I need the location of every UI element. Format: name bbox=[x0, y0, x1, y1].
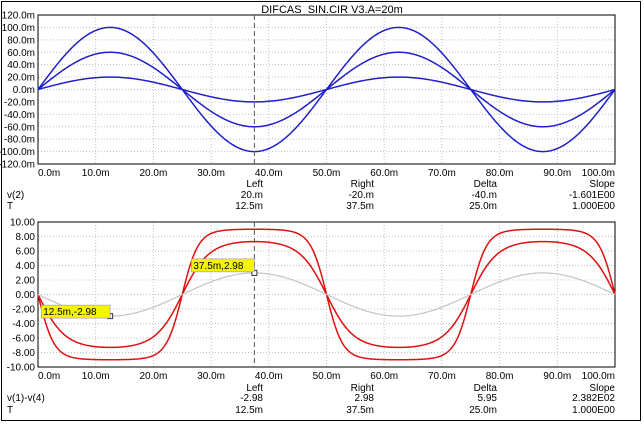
readout-time-value: 37.5m bbox=[346, 201, 374, 212]
readout-time-value: 25.0m bbox=[469, 405, 497, 416]
x-tick-label: 20.0m bbox=[140, 168, 168, 179]
y-tick-label: 80.0m bbox=[7, 35, 35, 46]
plot-title: DIFCAS_SIN.CIR V3.A=20m bbox=[261, 4, 403, 16]
y-tick-label: 8.00 bbox=[16, 232, 36, 243]
y-tick-label: 0.00 bbox=[16, 290, 36, 301]
y-tick-label: 40.0m bbox=[7, 60, 35, 71]
x-tick-label: 60.0m bbox=[370, 371, 398, 382]
readout-value: -40.m bbox=[471, 190, 497, 201]
y-tick-label: -4.00 bbox=[12, 319, 35, 330]
y-tick-label: -40.0m bbox=[4, 110, 35, 121]
x-tick-label: 0.0m bbox=[38, 371, 60, 382]
y-tick-label: 0.0m bbox=[13, 85, 35, 96]
readout-header: Delta bbox=[474, 383, 498, 394]
readout-time-value: 25.0m bbox=[469, 201, 497, 212]
readout-header: Right bbox=[351, 383, 375, 394]
y-tick-label: 100.0m bbox=[2, 23, 35, 34]
y-tick-label: -120.0m bbox=[0, 160, 35, 171]
y-tick-label: -60.0m bbox=[4, 122, 35, 133]
x-tick-label: 80.0m bbox=[486, 371, 514, 382]
x-tick-label: 50.0m bbox=[313, 371, 341, 382]
readout-time-value: 12.5m bbox=[235, 405, 263, 416]
cursor-value-label: 12.5m,-2.98 bbox=[43, 307, 97, 318]
readout-header: Left bbox=[246, 383, 263, 394]
readout-header: Left bbox=[246, 179, 263, 190]
y-tick-label: -10.00 bbox=[7, 363, 36, 374]
x-tick-label: 40.0m bbox=[255, 371, 283, 382]
x-tick-label: 0.0m bbox=[38, 168, 60, 179]
x-tick-label: 60.0m bbox=[370, 168, 398, 179]
x-tick-label: 20.0m bbox=[140, 371, 168, 382]
y-tick-label: -8.00 bbox=[12, 348, 35, 359]
readout-value: -2.98 bbox=[240, 393, 263, 404]
readout-time-value: 37.5m bbox=[346, 405, 374, 416]
readout-value: -20.m bbox=[348, 190, 374, 201]
x-tick-label: 100.0m bbox=[582, 371, 615, 382]
readout-time-value: 12.5m bbox=[235, 201, 263, 212]
x-tick-label: 70.0m bbox=[428, 168, 456, 179]
y-tick-label: 6.00 bbox=[16, 247, 36, 258]
readout-value: 2.98 bbox=[355, 393, 375, 404]
readout-header: Right bbox=[351, 179, 375, 190]
x-tick-label: 50.0m bbox=[313, 168, 341, 179]
readout-header: Slope bbox=[589, 179, 615, 190]
x-tick-label: 100.0m bbox=[582, 168, 615, 179]
x-tick-label: 10.0m bbox=[82, 168, 110, 179]
y-tick-label: -6.00 bbox=[12, 334, 35, 345]
cursor-value-box bbox=[191, 258, 255, 273]
cursor-value-label: 37.5m,2.98 bbox=[193, 261, 243, 272]
readout-time-label: T bbox=[7, 405, 13, 416]
x-tick-label: 80.0m bbox=[486, 168, 514, 179]
readout-value: 2.382E02 bbox=[572, 393, 615, 404]
readout-value: 5.95 bbox=[478, 393, 498, 404]
y-tick-label: 120.0m bbox=[2, 11, 35, 22]
readout-header: Slope bbox=[589, 383, 615, 394]
y-tick-label: 10.00 bbox=[10, 218, 35, 229]
series-line-blue bbox=[37, 76, 616, 103]
y-tick-label: -100.0m bbox=[0, 147, 35, 158]
readout-time-value: 1.000E00 bbox=[572, 201, 615, 212]
readout-time-value: 1.000E00 bbox=[572, 405, 615, 416]
x-tick-label: 30.0m bbox=[197, 371, 225, 382]
y-tick-label: -2.00 bbox=[12, 305, 35, 316]
cursor-value-box bbox=[40, 304, 111, 319]
readout-trace-label: v(1)-v(4) bbox=[7, 393, 45, 404]
y-tick-label: 4.00 bbox=[16, 261, 36, 272]
x-tick-label: 90.0m bbox=[543, 371, 571, 382]
y-tick-label: -20.0m bbox=[4, 97, 35, 108]
readout-value: 20.m bbox=[241, 190, 263, 201]
x-tick-label: 70.0m bbox=[428, 371, 456, 382]
x-tick-label: 30.0m bbox=[197, 168, 225, 179]
y-tick-label: 20.0m bbox=[7, 73, 35, 84]
readout-value: -1.601E00 bbox=[569, 190, 616, 201]
y-tick-label: -80.0m bbox=[4, 135, 35, 146]
readout-time-label: T bbox=[7, 201, 13, 212]
x-tick-label: 90.0m bbox=[543, 168, 571, 179]
readout-header: Delta bbox=[474, 179, 498, 190]
series-line-gray bbox=[37, 272, 616, 317]
readout-trace-label: v(2) bbox=[7, 190, 24, 201]
x-tick-label: 10.0m bbox=[82, 371, 110, 382]
x-tick-label: 40.0m bbox=[255, 168, 283, 179]
y-tick-label: 2.00 bbox=[16, 276, 36, 287]
y-tick-label: 60.0m bbox=[7, 48, 35, 59]
